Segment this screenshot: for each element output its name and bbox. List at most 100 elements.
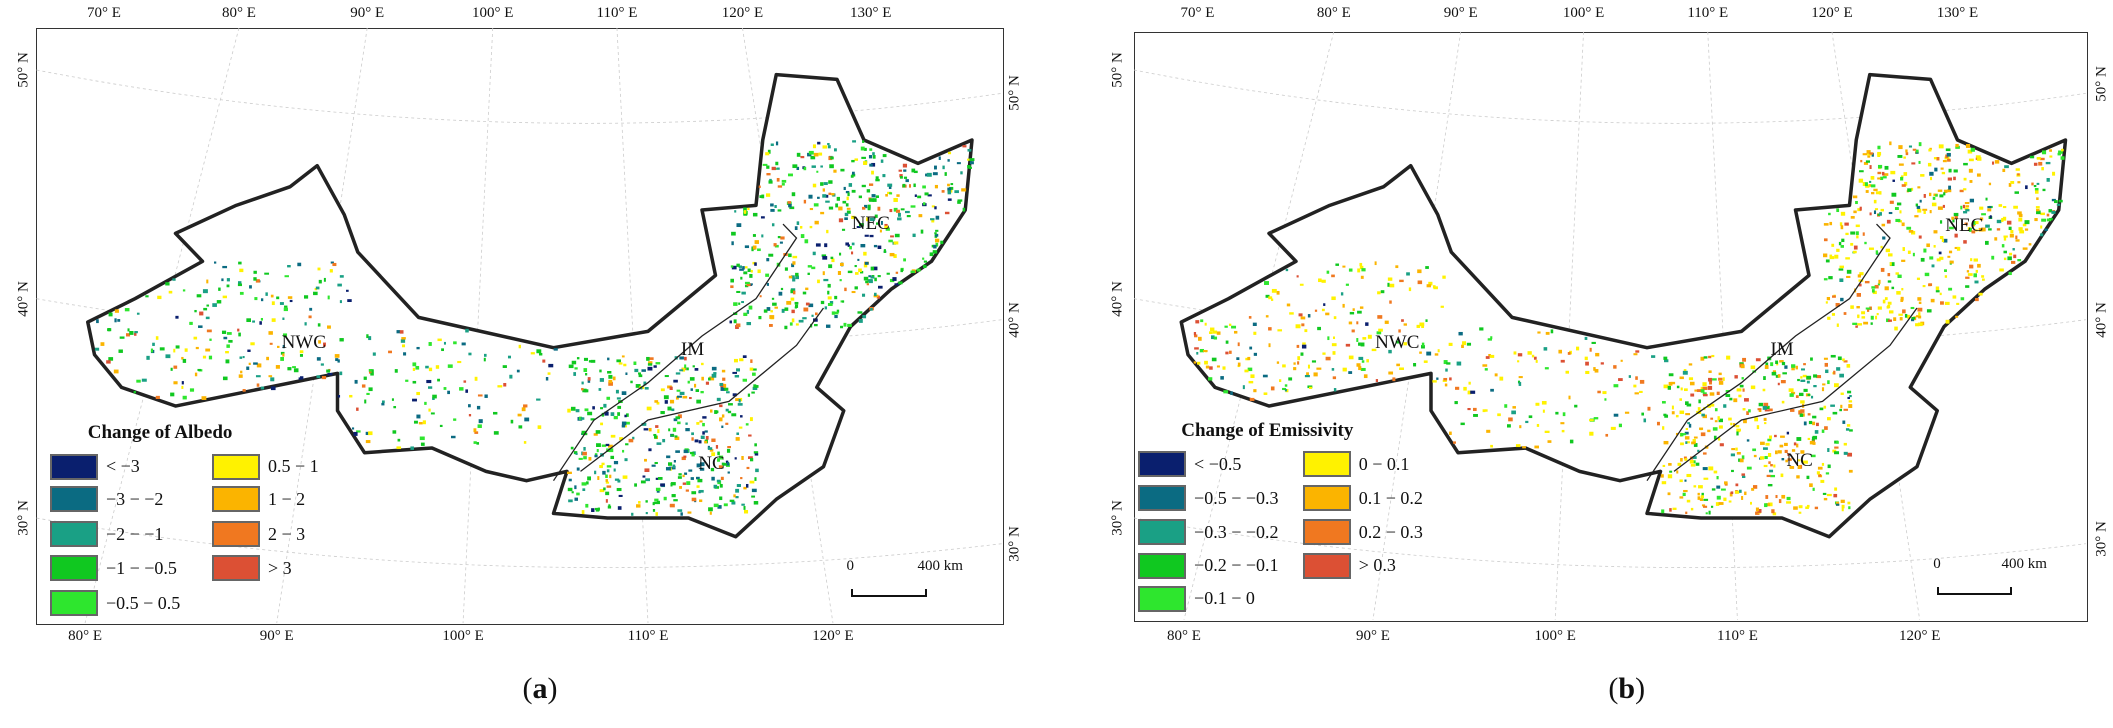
- pixel-mark: [1900, 175, 1904, 179]
- pixel-mark: [1736, 428, 1742, 432]
- pixel-mark: [906, 215, 911, 218]
- pixel-mark: [1807, 393, 1811, 396]
- pixel-mark: [605, 443, 610, 447]
- pixel-mark: [1688, 423, 1692, 428]
- pixel-mark: [607, 357, 610, 361]
- pixel-mark: [1971, 230, 1976, 234]
- pixel-mark: [1194, 347, 1199, 350]
- pixel-mark: [696, 476, 700, 480]
- pixel-mark: [1432, 380, 1437, 383]
- pixel-mark: [1743, 419, 1747, 424]
- pixel-mark: [2003, 250, 2007, 254]
- pixel-mark: [371, 369, 374, 373]
- pixel-mark: [1846, 364, 1851, 368]
- pixel-mark: [1301, 323, 1305, 327]
- pixel-mark: [1945, 148, 1951, 152]
- pixel-mark: [1942, 204, 1945, 208]
- pixel-mark: [596, 449, 599, 453]
- pixel-mark: [304, 322, 307, 326]
- pixel-mark: [1709, 392, 1715, 396]
- legend-item: > 0.3: [1302, 552, 1396, 580]
- pixel-mark: [795, 304, 799, 308]
- pixel-mark: [1262, 374, 1268, 378]
- pixel-mark: [1877, 306, 1882, 310]
- pixel-mark: [1964, 201, 1970, 205]
- pixel-mark: [1707, 385, 1713, 390]
- pixel-mark: [691, 437, 694, 441]
- pixel-mark: [1858, 178, 1864, 183]
- pixel-mark: [1620, 359, 1623, 362]
- pixel-mark: [884, 223, 888, 227]
- pixel-mark: [1864, 182, 1868, 187]
- pixel-mark: [181, 356, 184, 360]
- pixel-mark: [1741, 377, 1744, 380]
- pixel-mark: [863, 264, 868, 268]
- pixel-mark: [1887, 272, 1891, 277]
- top-longitude-label: 70° E: [86, 5, 121, 21]
- pixel-mark: [1896, 202, 1902, 206]
- pixel-mark: [1634, 392, 1639, 395]
- pixel-mark: [1884, 286, 1889, 291]
- legend-swatch: [49, 453, 98, 480]
- legend-item: 1 − 2: [211, 485, 305, 513]
- pixel-mark: [1911, 187, 1914, 191]
- pixel-mark: [1714, 408, 1718, 412]
- pixel-mark: [1806, 380, 1810, 384]
- pixel-mark: [1795, 395, 1799, 398]
- pixel-mark: [831, 311, 836, 315]
- pixel-mark: [828, 206, 834, 210]
- pixel-mark: [1941, 171, 1946, 175]
- pixel-mark: [474, 431, 479, 434]
- pixel-mark: [260, 317, 264, 321]
- pixel-mark: [523, 441, 527, 444]
- pixel-mark: [1325, 356, 1331, 361]
- pixel-mark: [1268, 327, 1272, 331]
- pixel-mark: [910, 270, 915, 274]
- pixel-mark: [323, 277, 326, 282]
- bottom-longitude-label: 110° E: [627, 628, 669, 644]
- pixel-mark: [1870, 322, 1873, 325]
- pixel-mark: [1798, 392, 1804, 397]
- pixel-mark: [1835, 302, 1840, 307]
- pixel-mark: [645, 512, 648, 515]
- pixel-mark: [822, 271, 825, 276]
- pixel-mark: [1824, 426, 1828, 430]
- pixel-mark: [1682, 370, 1688, 375]
- pixel-mark: [1954, 246, 1959, 249]
- top-longitude-label: 120° E: [1811, 5, 1853, 21]
- pixel-mark: [724, 387, 729, 391]
- pixel-mark: [195, 346, 199, 350]
- pixel-mark: [1882, 176, 1887, 179]
- pixel-mark: [1940, 301, 1944, 305]
- pixel-mark: [588, 456, 592, 461]
- pixel-mark: [1282, 364, 1286, 368]
- top-longitude-label: 70° E: [1180, 5, 1215, 21]
- pixel-mark: [735, 488, 740, 493]
- pixel-mark: [642, 475, 646, 478]
- pixel-mark: [337, 283, 342, 287]
- pixel-mark: [287, 296, 293, 299]
- pixel-mark: [585, 503, 589, 508]
- region-label-nwc: NWC: [281, 332, 326, 354]
- pixel-mark: [422, 420, 426, 425]
- pixel-mark: [1690, 464, 1696, 467]
- pixel-mark: [1989, 215, 1992, 219]
- pixel-mark: [1535, 402, 1540, 406]
- pixel-mark: [1716, 485, 1721, 489]
- pixel-mark: [597, 476, 600, 480]
- pixel-mark: [1918, 142, 1922, 147]
- pixel-mark: [1838, 268, 1844, 271]
- pixel-mark: [1897, 274, 1902, 278]
- pixel-mark: [1265, 315, 1269, 318]
- pixel-mark: [854, 158, 859, 161]
- pixel-mark: [117, 319, 121, 322]
- pixel-mark: [935, 233, 939, 237]
- pixel-mark: [1880, 267, 1885, 272]
- pixel-mark: [1755, 507, 1760, 512]
- pixel-mark: [412, 362, 417, 367]
- pixel-mark: [1703, 505, 1708, 508]
- pixel-mark: [877, 275, 881, 278]
- pixel-mark: [1253, 389, 1257, 393]
- pixel-mark: [1710, 417, 1714, 420]
- pixel-mark: [573, 372, 577, 376]
